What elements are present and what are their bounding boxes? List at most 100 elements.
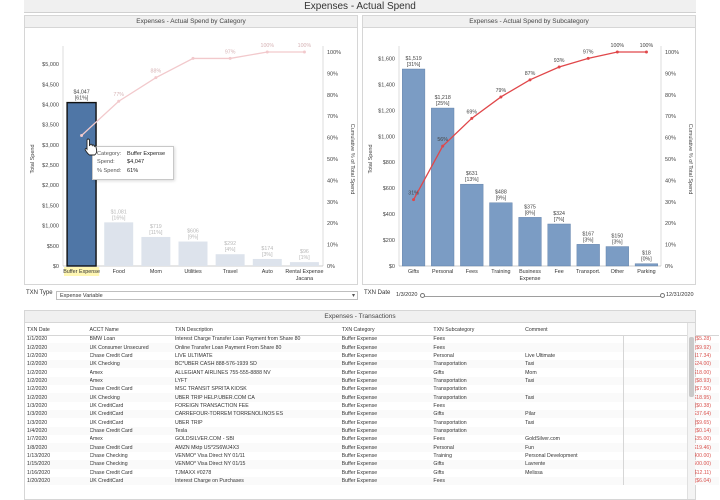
- col-txn-subcategory-cell: Transportation: [433, 376, 526, 386]
- col-txn-category-cell: Buffer Expense: [341, 436, 378, 443]
- col-txn-date-cell: 1/2/2020: [27, 393, 90, 402]
- bar-value-label: $375: [524, 204, 536, 210]
- col-acct-name-cell: UK CreditCard: [89, 402, 124, 409]
- table-row[interactable]: 1/7/2020 Amex GOLDSILVER.COM - SBI Buffer E…: [27, 435, 719, 444]
- hand-cursor-icon: [84, 138, 98, 156]
- table-row[interactable]: 1/15/2020 Chase Checking VENMO* Visa Direc…: [27, 460, 719, 469]
- bar-travel: [215, 254, 245, 266]
- cumulative-point: [615, 50, 619, 54]
- table-row[interactable]: 1/4/2020 Chase Credit Card Tesla Buffer Exp…: [27, 426, 719, 436]
- table-row[interactable]: 1/2/2020 UK Consumer Unsecured Online Tran…: [27, 343, 719, 352]
- table-row[interactable]: 1/2/2020 Chase Credit Card LIVE ULTIMATE Bu…: [27, 351, 719, 361]
- col-txn-subcategory-header[interactable]: TXN Subcategory: [433, 326, 526, 336]
- col-txn-date-header[interactable]: TXN Date: [27, 326, 90, 336]
- subcategory-pareto-chart[interactable]: $0 $200 $400 $600 $800 $1,000 $1,200 $1,400 $1,6…: [363, 28, 695, 284]
- col-txn-description-cell: BC*UBER CASH 888-576-1939 SD: [174, 360, 342, 369]
- col-txn-category-cell: Buffer Expense: [341, 469, 378, 476]
- txn-type-dropdown[interactable]: Expense Variable ▾: [56, 291, 358, 300]
- date-start-value: 1/3/2020: [396, 292, 418, 298]
- x-category-label: Mom: [150, 269, 162, 275]
- col-txn-category-cell: Buffer Expense: [341, 426, 434, 436]
- col-txn-subcategory-cell: Transportation: [433, 386, 467, 393]
- table-row[interactable]: 1/20/2020 UK CreditCard Interest Charge on…: [27, 476, 719, 486]
- y2-tick-label: 70%: [327, 114, 338, 120]
- table-row[interactable]: 1/3/2020 UK CreditCard UBER TRIP Buffer Exp…: [27, 418, 719, 427]
- table-row[interactable]: 1/2/2020 Amex ALLEGIANT AIRLINES 755-555-8…: [27, 368, 719, 377]
- col-txn-description-cell: Online Transfer Loan Payment From Share …: [174, 343, 342, 352]
- bar-value-label: $719: [150, 224, 162, 230]
- col-txn-description-cell: GOLDSILVER.COM - SBI: [174, 436, 235, 443]
- cumulative-point: [470, 116, 474, 120]
- table-row[interactable]: 1/2/2020 UK Checking UBER TRIP HELP.UBER.C…: [27, 393, 719, 402]
- col-comment-header[interactable]: Comment: [525, 326, 624, 336]
- bar-pct-label: [3%]: [262, 252, 273, 258]
- transactions-header: Expenses - Transactions: [25, 311, 695, 323]
- transactions-panel: Expenses - Transactions TXN Date ACCT Nam…: [24, 310, 719, 500]
- bar-value-label: $174: [261, 246, 273, 252]
- col-amount-header[interactable]: [623, 326, 719, 336]
- bar-value-label: $1,218: [435, 95, 451, 101]
- cumulative-point: [302, 50, 306, 54]
- category-chart-panel: Expenses - Actual Spend by Category $0 $5…: [24, 15, 358, 285]
- table-row[interactable]: 1/3/2020 UK CreditCard CARREFOUR-TORREM TO…: [27, 410, 719, 419]
- y-tick-label: $2,000: [42, 183, 59, 189]
- col-txn-subcategory-cell: Personal: [433, 352, 454, 359]
- col-txn-description-header[interactable]: TXN Description: [174, 326, 342, 336]
- y-tick-label: $3,500: [42, 123, 59, 129]
- cumulative-point: [528, 78, 532, 82]
- category-pareto-chart[interactable]: $0 $500 $1,000 $1,500 $2,000 $2,500 $3,000 $3,5…: [25, 28, 357, 284]
- col-acct-name-cell: UK CreditCard: [89, 410, 175, 419]
- table-scrollbar[interactable]: [687, 323, 695, 499]
- cumulative-pct-label: 100%: [298, 43, 312, 49]
- subcategory-chart-header: Expenses - Actual Spend by Subcategory: [363, 16, 695, 28]
- bar-value-label: $150: [611, 234, 623, 240]
- tooltip-category-key: Category:: [97, 151, 122, 157]
- bar-fee: [547, 223, 571, 267]
- x-category-label: Jacana: [296, 276, 313, 282]
- scrollbar-thumb[interactable]: [689, 337, 694, 397]
- col-amount-cell: ($12.11): [622, 468, 719, 477]
- col-txn-date-cell: 1/2/2020: [27, 343, 90, 352]
- col-acct-name-cell: UK CreditCard: [89, 476, 175, 486]
- bar-pct-label: [16%]: [112, 215, 126, 221]
- bar-pct-label: [7%]: [554, 217, 565, 223]
- col-acct-name-cell: Amex: [89, 436, 103, 443]
- bar-value-label: $1,519: [405, 56, 421, 62]
- col-amount-cell: ($18.95): [622, 393, 719, 402]
- bar-pct-label: [4%]: [225, 247, 236, 253]
- page-title: Expenses - Actual Spend: [24, 0, 696, 13]
- bar-transport-: [576, 244, 600, 267]
- table-row[interactable]: 1/8/2020 Chase Credit Card AMZN Mktp US*2S…: [27, 443, 719, 452]
- y2-axis-title: Cumulative % of Total Spend: [687, 124, 693, 195]
- col-txn-description-cell: Interest Charge Transfer Loan Payment fr…: [174, 336, 301, 343]
- y2-tick-label: 80%: [665, 93, 676, 99]
- cumulative-point: [154, 76, 158, 80]
- bar-value-label: $18: [642, 251, 651, 257]
- bar-value-label: $1,081: [111, 209, 127, 215]
- col-acct-name-header[interactable]: ACCT Name: [89, 326, 175, 336]
- table-row[interactable]: 1/2/2020 Chase Credit Card MSC TRANSIT SPR…: [27, 385, 719, 394]
- table-row[interactable]: 1/13/2020 Chase Checking VENMO* Visa Direc…: [27, 451, 719, 461]
- col-amount-cell: ($5.28): [622, 335, 719, 344]
- col-acct-name-cell: Chase Credit Card: [89, 443, 175, 452]
- cumulative-point: [499, 95, 503, 99]
- table-row[interactable]: 1/16/2020 Chase Credit Card TJMAXX #0278 Bu…: [27, 468, 719, 477]
- date-start-handle[interactable]: [420, 293, 425, 298]
- col-txn-category-header[interactable]: TXN Category: [341, 326, 434, 336]
- bar-value-label: $96: [300, 249, 309, 255]
- table-row[interactable]: 1/1/2020 BMW Loan Interest Charge Transfer…: [27, 335, 719, 344]
- x-category-label: Personal: [432, 269, 453, 275]
- date-end-handle[interactable]: [660, 293, 665, 298]
- table-row[interactable]: 1/3/2020 UK CreditCard FOREIGN TRANSACTION…: [27, 401, 719, 411]
- table-row[interactable]: 1/2/2020 UK Checking BC*UBER CASH 888-576-…: [27, 360, 719, 369]
- chevron-down-icon: ▾: [351, 293, 355, 299]
- table-row[interactable]: 1/2/2020 Amex LYFT Buffer Expense Transporta…: [27, 376, 719, 386]
- col-amount-cell: ($117.34): [622, 351, 719, 361]
- date-end-value: 12/31/2020: [666, 292, 694, 298]
- subcategory-chart-panel: Expenses - Actual Spend by Subcategory $…: [362, 15, 696, 285]
- category-chart-header: Expenses - Actual Spend by Category: [25, 16, 357, 28]
- col-txn-description-cell: Tesla: [174, 426, 342, 436]
- bar-gifts: [402, 68, 426, 267]
- date-slider-track[interactable]: [423, 296, 663, 297]
- bar-pct-label: [9%]: [188, 235, 199, 241]
